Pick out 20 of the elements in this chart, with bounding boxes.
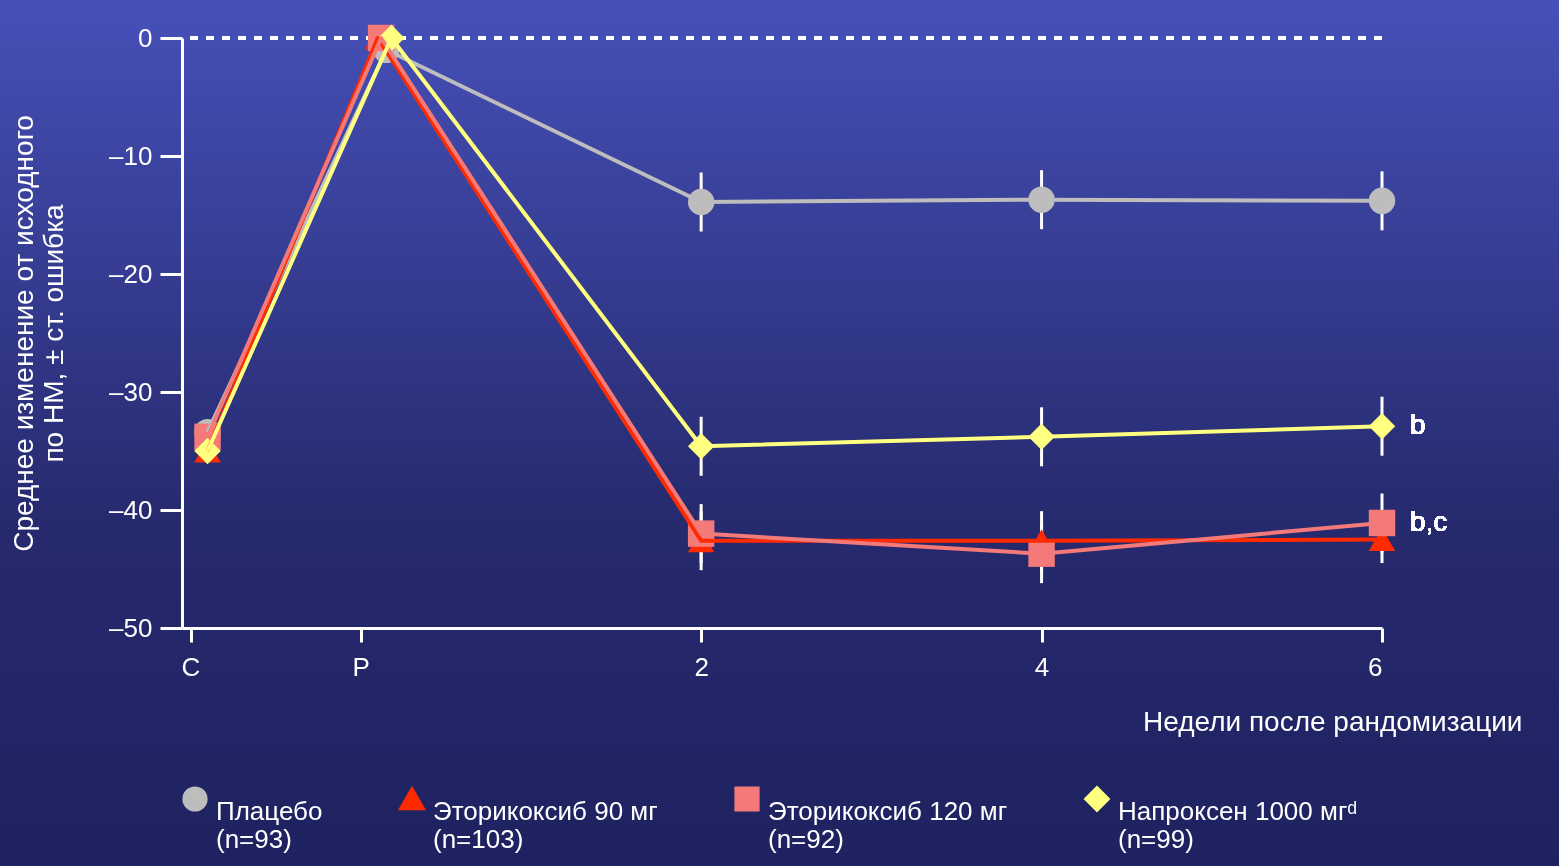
x-tick-label: 4 [1034, 651, 1050, 682]
y-tick-label: –40 [109, 494, 153, 525]
x-tick-label: P [352, 651, 370, 682]
point [1368, 187, 1396, 215]
legend-label: Эторикоксиб 90 мг (n=103) [433, 796, 658, 854]
y-tick-label: –10 [109, 140, 153, 171]
x-tick-label: C [181, 651, 201, 682]
x-axis-title: Недели после рандомизации [1143, 705, 1523, 737]
x-tick-label: 2 [694, 651, 709, 682]
y-axis-title: Среднее изменение от исходного по НМ, ± ст. ошибка [8, 115, 70, 552]
x-tick-label: 6 [1368, 651, 1383, 682]
y-tick-label: –20 [109, 258, 153, 289]
legend-label: Плацебо (n=93) [216, 796, 323, 854]
y-tick-label: –30 [109, 376, 153, 407]
y-tick-label: –50 [109, 612, 153, 643]
annotation: b [1410, 409, 1426, 441]
y-tick-label: 0 [138, 22, 153, 53]
annotation: b,c [1410, 505, 1448, 537]
legend-label: Напроксен 1000 мгᵈ (n=99) [1118, 796, 1358, 854]
legend-label: Эторикоксиб 120 мг (n=92) [768, 796, 1008, 854]
